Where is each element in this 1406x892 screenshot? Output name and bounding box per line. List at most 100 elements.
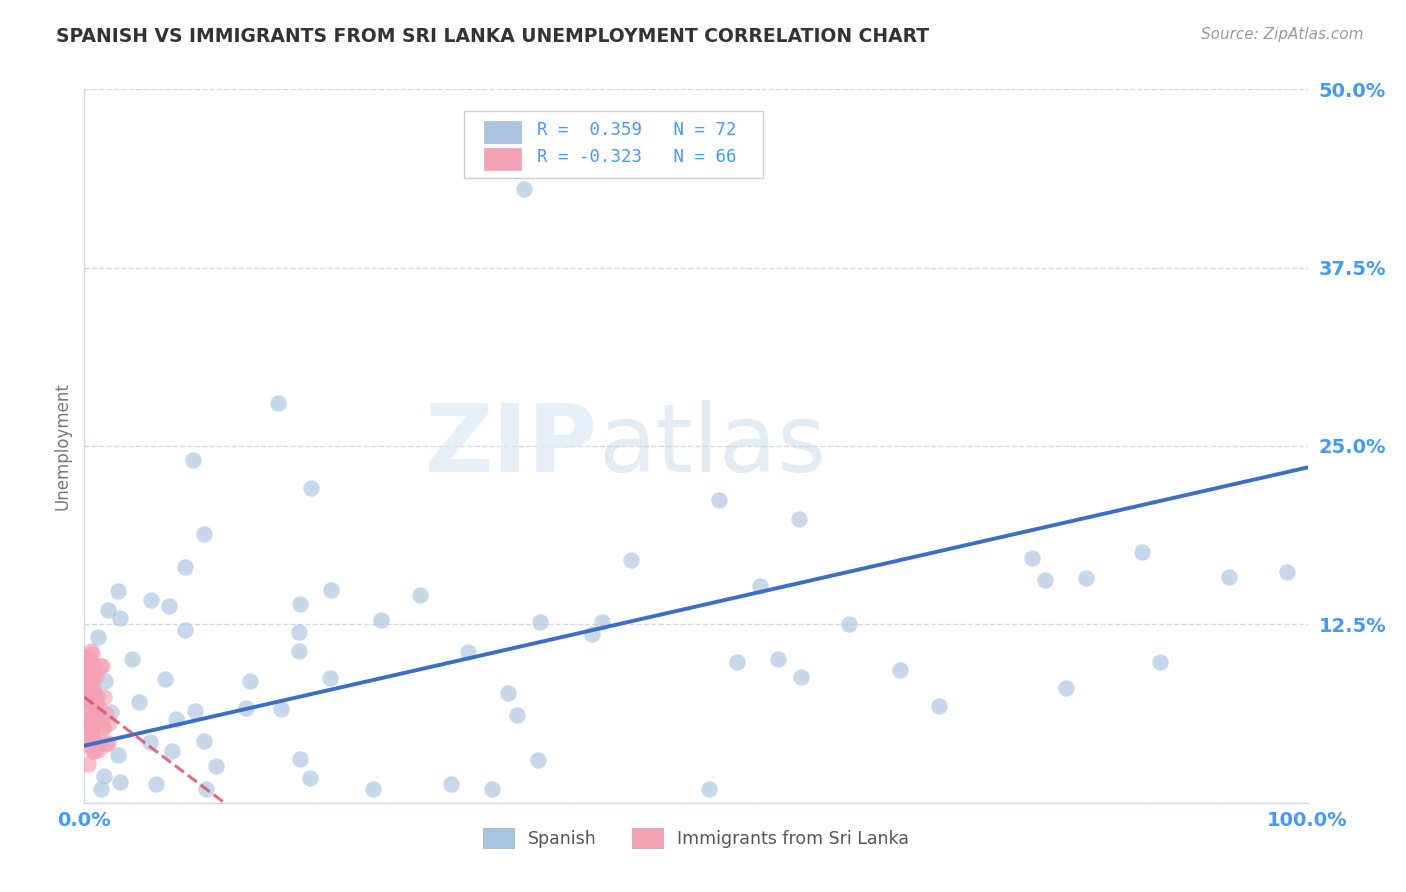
Point [87, 630, 110, 644]
Point [193, 734, 215, 748]
Point [100, 705, 122, 719]
Point [80, 694, 103, 708]
Point [288, 644, 311, 658]
Point [288, 597, 311, 611]
Point [408, 588, 430, 602]
Point [80, 681, 103, 696]
Point [766, 651, 789, 665]
Point [77, 757, 100, 772]
Point [121, 652, 143, 666]
Text: ZIP: ZIP [425, 400, 598, 492]
Y-axis label: Unemployment: Unemployment [53, 382, 72, 510]
Point [697, 781, 720, 796]
Bar [484, 148, 522, 169]
Point [82, 670, 104, 684]
Text: Source: ZipAtlas.com: Source: ZipAtlas.com [1201, 27, 1364, 42]
Point [77, 738, 100, 752]
Point [80, 668, 103, 682]
Point [84, 686, 107, 700]
Point [79, 711, 101, 725]
Point [86, 706, 108, 721]
Text: atlas: atlas [598, 400, 827, 492]
Point [82, 709, 104, 723]
Point [141, 592, 163, 607]
Point [526, 753, 548, 767]
Point [889, 663, 911, 677]
Point [94, 737, 117, 751]
Point [90, 781, 112, 796]
Point [76, 677, 98, 691]
Point [620, 553, 643, 567]
Point [298, 771, 321, 785]
Point [76, 714, 98, 728]
Point [581, 627, 603, 641]
Point [76, 714, 98, 728]
Point [370, 613, 392, 627]
Point [787, 512, 810, 526]
Point [194, 781, 217, 796]
Point [96, 706, 118, 721]
Point [165, 712, 187, 726]
Point [97, 603, 120, 617]
Point [181, 453, 204, 467]
Point [1033, 573, 1056, 587]
Point [77, 701, 100, 715]
Point [205, 759, 228, 773]
Point [80, 730, 103, 744]
Point [84, 697, 107, 711]
Point [1130, 545, 1153, 559]
Point [128, 695, 150, 709]
Point [80, 725, 103, 739]
Point [288, 625, 311, 640]
FancyBboxPatch shape [464, 111, 763, 178]
Point [1054, 681, 1077, 695]
Point [529, 615, 551, 630]
Point [82, 716, 104, 731]
Point [89, 699, 111, 714]
Point [506, 707, 529, 722]
Point [93, 690, 115, 704]
Point [84, 690, 107, 704]
Text: R =  0.359   N = 72: R = 0.359 N = 72 [537, 121, 737, 139]
Point [270, 701, 292, 715]
Point [82, 647, 104, 661]
Point [321, 583, 343, 598]
Point [80, 644, 103, 658]
Point [79, 651, 101, 665]
Point [1074, 571, 1097, 585]
Legend: Spanish, Immigrants from Sri Lanka: Spanish, Immigrants from Sri Lanka [477, 821, 915, 855]
Point [87, 737, 110, 751]
Point [153, 672, 176, 686]
Point [77, 650, 100, 665]
Point [89, 659, 111, 673]
Point [1021, 550, 1043, 565]
Point [707, 493, 730, 508]
Point [97, 736, 120, 750]
Point [82, 744, 104, 758]
Point [108, 611, 131, 625]
Point [77, 659, 100, 673]
Point [591, 615, 613, 630]
Point [80, 694, 103, 708]
Point [107, 583, 129, 598]
Point [75, 720, 97, 734]
Point [299, 481, 322, 495]
Point [1275, 565, 1298, 579]
Point [79, 714, 101, 728]
Point [184, 704, 207, 718]
Text: R = -0.323   N = 66: R = -0.323 N = 66 [537, 148, 737, 166]
Point [84, 735, 107, 749]
Point [174, 560, 197, 574]
Point [361, 781, 384, 796]
Point [84, 712, 107, 726]
Point [79, 720, 101, 734]
Point [82, 681, 104, 696]
Point [93, 720, 115, 734]
Point [193, 527, 215, 541]
Point [97, 716, 120, 731]
Point [108, 775, 131, 789]
Point [91, 658, 114, 673]
Point [76, 690, 98, 705]
Point [139, 735, 162, 749]
Point [82, 712, 104, 726]
